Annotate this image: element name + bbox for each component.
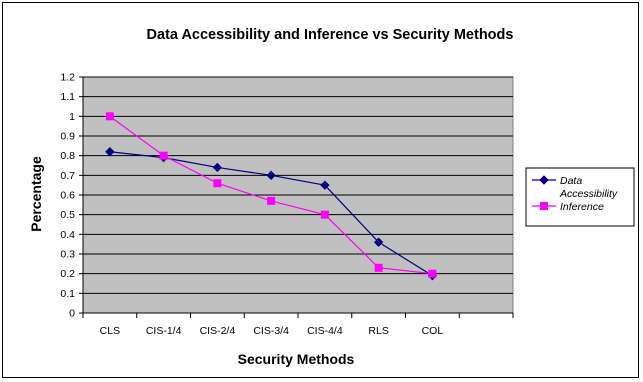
legend-label: Inference xyxy=(560,201,604,213)
data-point xyxy=(266,170,276,181)
legend-label: Accessibility xyxy=(559,188,618,200)
x-tick-label: COL xyxy=(422,325,444,337)
y-tick-label: 0.5 xyxy=(60,209,75,221)
data-point xyxy=(267,196,276,205)
data-point xyxy=(105,112,114,121)
x-axis-label: Security Methods xyxy=(238,351,355,367)
y-tick-label: 0 xyxy=(69,308,75,320)
data-point xyxy=(212,162,223,173)
x-tick-label: CIS-1/4 xyxy=(146,325,182,337)
y-tick-label: 0.8 xyxy=(60,150,75,162)
y-tick-label: 0.1 xyxy=(60,288,75,300)
x-tick-label: RLS xyxy=(368,325,388,337)
x-tick-label: CIS-2/4 xyxy=(200,325,236,337)
data-point xyxy=(105,147,115,157)
data-point xyxy=(373,237,384,247)
y-tick-label: 0.2 xyxy=(60,268,75,280)
y-axis-label: Percentage xyxy=(28,156,44,232)
legend-marker xyxy=(540,202,548,210)
y-tick-label: 0.6 xyxy=(60,190,75,202)
data-point xyxy=(213,179,222,188)
y-tick-label: 1.1 xyxy=(60,91,75,103)
y-tick-label: 1 xyxy=(69,111,75,123)
x-tick-label: CIS-3/4 xyxy=(253,325,289,337)
y-tick-label: 1.2 xyxy=(60,72,75,84)
chart-title: Data Accessibility and Inference vs Secu… xyxy=(147,27,514,43)
y-tick-label: 0.3 xyxy=(60,249,75,261)
data-point xyxy=(320,180,330,190)
x-tick-label: CIS-4/4 xyxy=(307,325,343,337)
data-point xyxy=(320,210,329,219)
data-point xyxy=(159,151,168,160)
y-tick-label: 0.9 xyxy=(60,131,75,143)
data-point xyxy=(374,263,383,272)
plot-area: 0 0.1 0.2 0.3 0.4 0.5 0.6 0.7 0.8 0.9 1 1.1 1.2 CLS CI… xyxy=(60,72,514,337)
legend-label: Data xyxy=(560,175,582,187)
y-tick-label: 0.7 xyxy=(60,170,75,182)
x-tick-label: CLS xyxy=(100,325,120,337)
y-tick-label: 0.4 xyxy=(60,229,75,241)
legend-marker xyxy=(539,175,549,185)
data-point xyxy=(428,269,437,278)
